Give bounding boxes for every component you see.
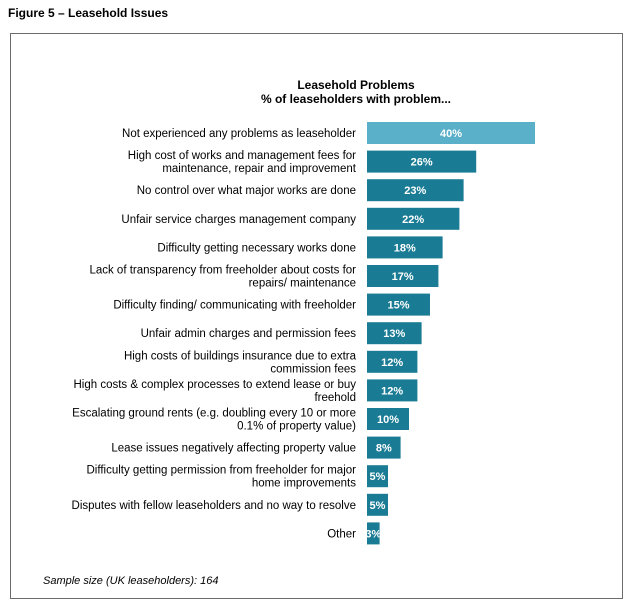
bar-3: [367, 207, 460, 230]
sample-size-note: Sample size (UK leaseholders): 164: [43, 575, 219, 587]
chart-subtitle: % of leaseholders with problem...: [261, 92, 451, 106]
chart: Leasehold Problems % of leaseholders wit…: [72, 78, 535, 545]
bar-0: [367, 122, 535, 144]
bar-4: [367, 236, 443, 259]
category-label-13: Disputes with fellow leaseholders and no…: [72, 500, 356, 512]
value-label-3: 22%: [402, 214, 424, 226]
chart-frame: Leasehold Problems % of leaseholders wit…: [10, 33, 623, 599]
category-label-6: Difficulty finding/ communicating with f…: [113, 300, 356, 312]
bar-6: [367, 293, 430, 316]
category-label-14: Other: [327, 528, 356, 540]
category-label-12: Difficulty getting permission from freeh…: [86, 465, 356, 490]
value-label-5: 17%: [392, 271, 414, 283]
bar-13: [367, 493, 388, 516]
value-label-2: 23%: [404, 185, 426, 197]
bar-12: [367, 465, 388, 488]
value-label-12: 5%: [370, 471, 386, 483]
bar-11: [367, 436, 401, 459]
bar-5: [367, 265, 439, 287]
value-label-0: 40%: [440, 128, 462, 140]
category-label-11: Lease issues negatively affecting proper…: [111, 443, 356, 455]
chart-title: Leasehold Problems: [297, 78, 415, 92]
category-label-10: Escalating ground rents (e.g. doubling e…: [72, 408, 356, 433]
value-label-6: 15%: [387, 300, 409, 312]
category-label-0: Not experienced any problems as leasehol…: [122, 128, 356, 140]
category-label-1: High cost of works and management fees f…: [128, 150, 357, 175]
bar-10: [367, 408, 409, 430]
category-label-8: High costs of buildings insurance due to…: [124, 350, 357, 375]
value-label-9: 12%: [381, 385, 403, 397]
bar-14: [367, 522, 380, 545]
value-label-13: 5%: [370, 500, 386, 512]
bar-8: [367, 350, 418, 373]
category-label-4: Difficulty getting necessary works done: [157, 242, 356, 254]
category-label-7: Unfair admin charges and permission fees: [141, 328, 357, 340]
category-label-2: No control over what major works are don…: [137, 185, 356, 197]
value-label-10: 10%: [377, 414, 399, 426]
bar-7: [367, 322, 422, 345]
category-label-9: High costs & complex processes to extend…: [73, 379, 356, 404]
value-label-8: 12%: [381, 357, 403, 369]
value-label-14: 3%: [365, 528, 381, 540]
value-label-4: 18%: [394, 242, 416, 254]
bar-9: [367, 379, 418, 402]
value-label-11: 8%: [376, 443, 392, 455]
bars-group: 40% Not experienced any problems as lease…: [72, 122, 535, 545]
category-label-3: Unfair service charges management compan…: [121, 214, 356, 226]
bar-2: [367, 179, 464, 202]
category-label-5: Lack of transparency from freeholder abo…: [89, 265, 356, 290]
figure-caption: Figure 5 – Leasehold Issues: [8, 6, 169, 20]
bar-1: [367, 150, 477, 173]
value-label-7: 13%: [383, 328, 405, 340]
value-label-1: 26%: [411, 157, 433, 169]
